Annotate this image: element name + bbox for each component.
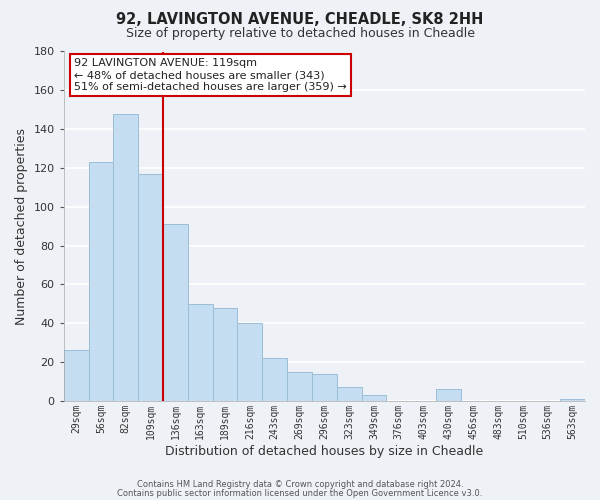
Text: 92, LAVINGTON AVENUE, CHEADLE, SK8 2HH: 92, LAVINGTON AVENUE, CHEADLE, SK8 2HH [116, 12, 484, 28]
Bar [89, 162, 113, 401]
Text: 92 LAVINGTON AVENUE: 119sqm
← 48% of detached houses are smaller (343)
51% of se: 92 LAVINGTON AVENUE: 119sqm ← 48% of det… [74, 58, 347, 92]
Bar [212, 308, 238, 401]
Bar [362, 395, 386, 401]
Bar [262, 358, 287, 401]
Bar [560, 399, 585, 401]
Bar [113, 114, 138, 401]
Bar [64, 350, 89, 401]
X-axis label: Distribution of detached houses by size in Cheadle: Distribution of detached houses by size … [165, 444, 484, 458]
Bar [312, 374, 337, 401]
Text: Contains public sector information licensed under the Open Government Licence v3: Contains public sector information licen… [118, 488, 482, 498]
Bar [188, 304, 212, 401]
Text: Size of property relative to detached houses in Cheadle: Size of property relative to detached ho… [125, 28, 475, 40]
Y-axis label: Number of detached properties: Number of detached properties [15, 128, 28, 324]
Bar [163, 224, 188, 401]
Bar [287, 372, 312, 401]
Bar [238, 324, 262, 401]
Text: Contains HM Land Registry data © Crown copyright and database right 2024.: Contains HM Land Registry data © Crown c… [137, 480, 463, 489]
Bar [138, 174, 163, 401]
Bar [436, 390, 461, 401]
Bar [337, 388, 362, 401]
